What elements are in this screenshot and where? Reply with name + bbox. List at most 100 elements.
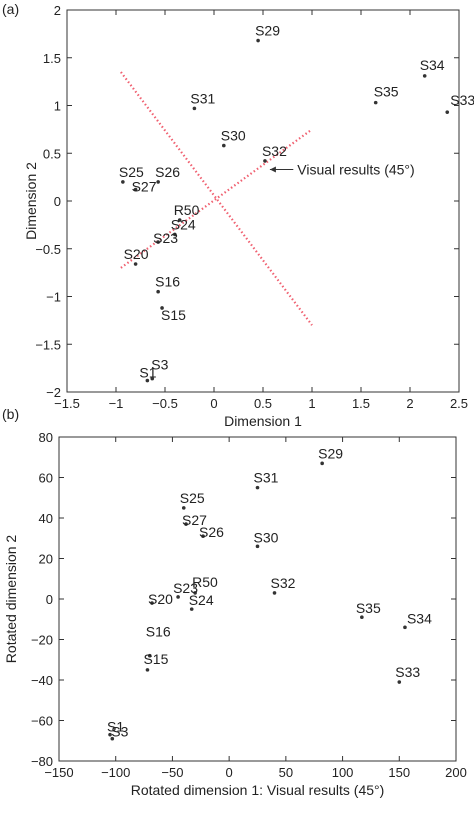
y-tick-label: 40 bbox=[39, 511, 53, 526]
data-point-s24 bbox=[189, 607, 194, 611]
point-label: S15 bbox=[143, 651, 168, 667]
point-label: S32 bbox=[262, 143, 287, 159]
y-tick-label: −20 bbox=[31, 633, 53, 648]
point-label: S30 bbox=[221, 128, 246, 144]
point-label: S25 bbox=[180, 490, 205, 506]
y-tick-label: −1 bbox=[46, 290, 61, 305]
x-tick-label: 0 bbox=[226, 765, 233, 780]
x-tick-label: 150 bbox=[388, 765, 410, 780]
point-label: R50 bbox=[174, 202, 200, 218]
data-point-r50 bbox=[177, 218, 182, 222]
point-label: S34 bbox=[420, 57, 445, 73]
data-point-s20 bbox=[150, 601, 154, 605]
data-point-s26 bbox=[201, 534, 205, 539]
y-tick-label: −40 bbox=[31, 673, 53, 688]
point-label: S16 bbox=[146, 624, 171, 640]
data-point-s33 bbox=[445, 110, 450, 114]
point-label: S1 bbox=[139, 365, 156, 381]
x-axis-title: Rotated dimension 1: Visual results (45°… bbox=[131, 782, 385, 798]
y-tick-label: 80 bbox=[39, 430, 53, 445]
y-tick-label: −1.5 bbox=[35, 337, 61, 352]
data-point-s30 bbox=[255, 544, 260, 549]
data-point-s32 bbox=[263, 159, 267, 163]
x-tick-label: 0.5 bbox=[254, 396, 272, 411]
data-point-s16 bbox=[156, 289, 160, 294]
point-label: S20 bbox=[148, 591, 173, 607]
x-tick-label: 2 bbox=[406, 396, 413, 411]
x-tick-label: −50 bbox=[161, 765, 183, 780]
data-point-s27 bbox=[184, 522, 188, 526]
data-point-s16 bbox=[147, 653, 152, 658]
x-tick-label: 200 bbox=[445, 765, 467, 780]
x-tick-label: 100 bbox=[332, 765, 354, 780]
point-label: S35 bbox=[356, 600, 381, 616]
y-axis-title: Rotated dimension 2 bbox=[3, 535, 19, 664]
data-point-s20 bbox=[133, 262, 138, 266]
y-tick-label: −2 bbox=[46, 385, 61, 400]
point-label: S23 bbox=[173, 580, 198, 596]
data-point-s24 bbox=[173, 232, 177, 237]
point-label: S3 bbox=[111, 724, 128, 740]
point-label: S31 bbox=[254, 470, 279, 486]
point-label: S24 bbox=[189, 592, 214, 608]
x-tick-label: 2.5 bbox=[450, 396, 468, 411]
data-point-s1 bbox=[108, 732, 112, 737]
point-label: S30 bbox=[254, 529, 279, 545]
x-tick-label: −0.5 bbox=[152, 396, 178, 411]
point-label: S25 bbox=[119, 164, 144, 180]
x-tick-label: 50 bbox=[279, 765, 293, 780]
y-tick-label: 20 bbox=[39, 552, 53, 567]
point-label: S24 bbox=[171, 216, 196, 232]
panel-a-label: (a) bbox=[2, 1, 19, 17]
panel-a-chart: −1.5 −1 −0.5 0 0.5 1 1.5 2 2.5−2−1.5−1−0.500.511… bbox=[23, 3, 474, 429]
data-point-s33 bbox=[397, 680, 402, 684]
x-tick-label: 0 bbox=[210, 396, 217, 411]
y-tick-label: 0 bbox=[46, 592, 53, 607]
point-label: S20 bbox=[124, 246, 149, 262]
y-tick-label: −0.5 bbox=[35, 242, 61, 257]
data-point-s31 bbox=[192, 106, 197, 111]
y-axis-title: Dimension 2 bbox=[23, 162, 39, 240]
x-tick-label: −100 bbox=[101, 765, 130, 780]
plot-frame bbox=[66, 9, 460, 393]
point-label: S34 bbox=[407, 610, 432, 626]
point-label: S1 bbox=[107, 719, 124, 735]
y-tick-label: −80 bbox=[31, 754, 53, 769]
data-point-r50 bbox=[193, 591, 197, 595]
point-label: S33 bbox=[450, 92, 474, 108]
point-label: S15 bbox=[161, 307, 186, 323]
panel-b-chart: −150 −100 −50 0 50 100 150 200 −80 −60 −40 −20 0 20 40… bbox=[3, 430, 467, 798]
point-label: S26 bbox=[199, 524, 224, 540]
y-tick-label: 60 bbox=[39, 471, 53, 486]
point-label: S23 bbox=[153, 230, 178, 246]
data-point-s35 bbox=[373, 100, 378, 105]
panel-b-label: (b) bbox=[2, 406, 19, 422]
x-tick-label: 1 bbox=[308, 396, 315, 411]
point-label: S31 bbox=[190, 90, 215, 106]
data-point-s25 bbox=[181, 506, 186, 510]
data-point-s29 bbox=[320, 461, 324, 466]
data-point-s3 bbox=[110, 736, 115, 741]
x-tick-label: −150 bbox=[44, 765, 73, 780]
data-point-s23 bbox=[156, 240, 160, 244]
point-label: S27 bbox=[182, 512, 207, 528]
y-tick-label: 0 bbox=[54, 194, 61, 209]
data-point-s25 bbox=[121, 180, 125, 184]
point-label: S27 bbox=[132, 179, 157, 195]
data-point-s26 bbox=[156, 180, 160, 184]
point-label: S33 bbox=[395, 664, 420, 680]
point-label: S16 bbox=[155, 274, 180, 290]
data-point-s15 bbox=[145, 668, 150, 672]
y-tick-label: 1 bbox=[54, 99, 61, 114]
data-point-s27 bbox=[133, 187, 138, 192]
y-tick-label: −60 bbox=[31, 714, 53, 729]
data-point-s34 bbox=[422, 74, 427, 78]
annotation-text: Visual results (45°) bbox=[297, 161, 414, 177]
reference-axis-line bbox=[120, 128, 313, 269]
point-label: S32 bbox=[271, 575, 296, 591]
data-point-s34 bbox=[403, 625, 407, 630]
data-point-s32 bbox=[272, 591, 277, 595]
data-point-s3 bbox=[150, 376, 155, 381]
point-label: S3 bbox=[151, 357, 168, 373]
y-tick-label: 2 bbox=[54, 3, 61, 18]
